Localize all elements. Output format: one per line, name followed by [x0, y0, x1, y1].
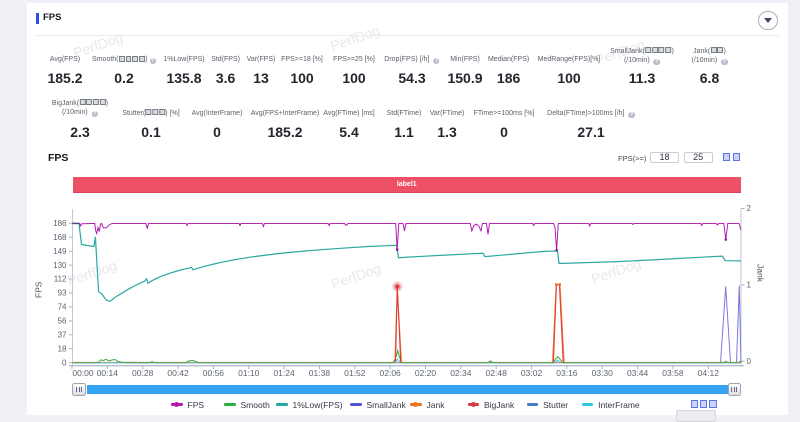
svg-text:00:42: 00:42 [167, 368, 189, 378]
svg-text:03:30: 03:30 [592, 368, 614, 378]
svg-text:00:28: 00:28 [132, 368, 154, 378]
svg-text:FPS: FPS [34, 281, 44, 298]
svg-text:168: 168 [53, 233, 67, 242]
svg-text:03:02: 03:02 [521, 368, 543, 378]
svg-text:01:10: 01:10 [238, 368, 260, 378]
svg-text:149: 149 [53, 247, 67, 256]
svg-text:01:38: 01:38 [309, 368, 331, 378]
svg-text:186: 186 [53, 219, 67, 228]
svg-text:00:14: 00:14 [97, 368, 119, 378]
svg-text:0: 0 [62, 358, 67, 367]
svg-text:Jank: Jank [756, 264, 766, 283]
svg-text:02:06: 02:06 [380, 368, 402, 378]
svg-text:00:00: 00:00 [72, 368, 94, 378]
svg-text:93: 93 [58, 289, 67, 298]
svg-text:03:16: 03:16 [556, 368, 578, 378]
svg-text:03:44: 03:44 [627, 368, 649, 378]
svg-text:37: 37 [58, 331, 67, 340]
svg-text:04:12: 04:12 [698, 368, 720, 378]
svg-text:00:56: 00:56 [203, 368, 225, 378]
svg-text:74: 74 [58, 303, 67, 312]
svg-text:1: 1 [747, 281, 752, 290]
svg-text:18: 18 [58, 344, 67, 353]
svg-text:56: 56 [58, 317, 67, 326]
svg-text:112: 112 [54, 275, 67, 284]
svg-text:2: 2 [747, 204, 752, 213]
svg-text:02:34: 02:34 [450, 368, 472, 378]
svg-text:130: 130 [53, 261, 67, 270]
svg-text:03:58: 03:58 [662, 368, 684, 378]
svg-text:0: 0 [747, 357, 752, 366]
svg-text:01:52: 01:52 [344, 368, 366, 378]
svg-text:02:20: 02:20 [415, 368, 437, 378]
svg-text:01:24: 01:24 [273, 368, 295, 378]
svg-text:02:48: 02:48 [486, 368, 508, 378]
